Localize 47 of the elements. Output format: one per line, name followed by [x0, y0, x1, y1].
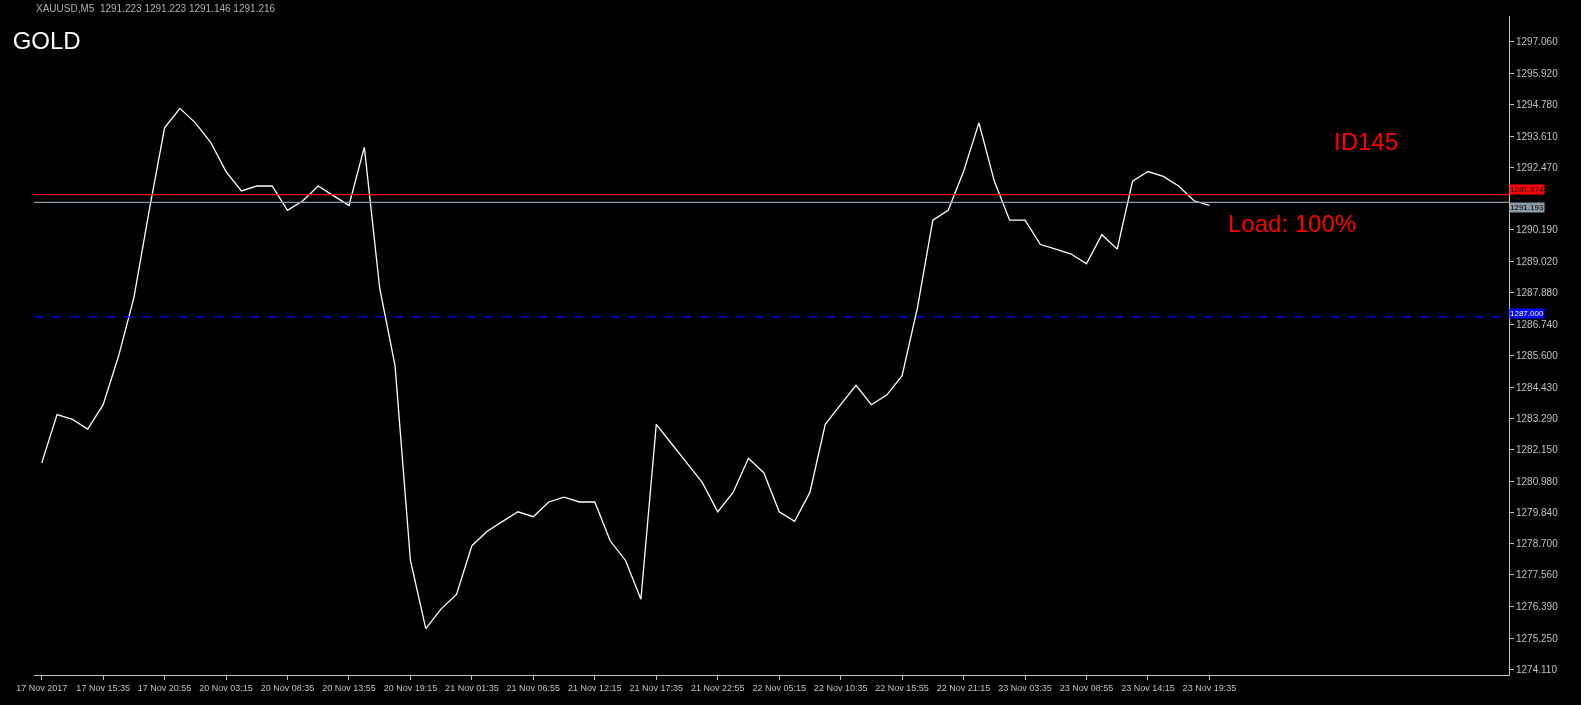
annotation: Load: 100% — [1228, 210, 1357, 237]
y-tick-label: 1276.390 — [1516, 601, 1559, 613]
x-tick-label: 21 Nov 17:35 — [629, 682, 684, 693]
x-tick-label: 22 Nov 15:55 — [875, 682, 929, 693]
ref-line-label: 1291.474 — [1510, 185, 1544, 194]
x-tick-label: 17 Nov 2017 — [16, 682, 68, 693]
y-tick-label: 1287.880 — [1516, 287, 1559, 299]
x-tick-label: 17 Nov 20:55 — [137, 682, 192, 693]
annotation: ID145 — [1334, 128, 1399, 155]
y-tick-label: 1283.290 — [1516, 412, 1559, 424]
y-tick-label: 1277.560 — [1516, 569, 1559, 581]
x-tick-label: 23 Nov 08:55 — [1059, 682, 1114, 693]
y-tick-label: 1275.250 — [1516, 632, 1559, 644]
y-tick-label: 1274.110 — [1516, 663, 1558, 675]
text: GOLD — [12, 26, 81, 54]
ref-line-label: 1291.193 — [1510, 203, 1544, 212]
y-tick-label: 1297.060 — [1516, 36, 1559, 48]
x-tick-label: 21 Nov 01:35 — [445, 682, 499, 693]
y-tick-label: 1290.190 — [1516, 224, 1559, 236]
x-tick-label: 23 Nov 14:15 — [1121, 682, 1175, 693]
ref-line-label: 1287.000 — [1510, 309, 1544, 318]
x-tick-label: 20 Nov 13:55 — [322, 682, 376, 693]
text: XAUUSD,M5 1291.223 1291.223 1291.146 1291.216 — [36, 3, 276, 14]
x-tick-label: 22 Nov 21:15 — [936, 682, 991, 693]
y-tick-label: 1280.980 — [1516, 475, 1559, 487]
x-tick-label: 20 Nov 19:15 — [383, 682, 438, 693]
x-tick-label: 23 Nov 19:35 — [1182, 682, 1237, 693]
x-tick-label: 21 Nov 22:55 — [690, 682, 745, 693]
y-tick-label: 1293.610 — [1516, 130, 1559, 142]
y-tick-label: 1282.150 — [1516, 444, 1559, 455]
y-tick-label: 1289.020 — [1516, 256, 1559, 268]
x-tick-label: 17 Nov 15:35 — [76, 682, 130, 693]
x-tick-label: 23 Nov 03:35 — [998, 682, 1052, 693]
x-tick-label: 21 Nov 06:55 — [506, 682, 561, 693]
y-tick-label: 1286.740 — [1516, 318, 1559, 330]
y-tick-label: 1292.470 — [1516, 161, 1559, 173]
x-tick-label: 20 Nov 08:35 — [260, 682, 315, 693]
y-tick-label: 1295.920 — [1516, 67, 1559, 79]
x-tick-label: 22 Nov 10:35 — [813, 682, 868, 693]
x-tick-label: 21 Nov 12:15 — [568, 682, 622, 693]
x-tick-label: 22 Nov 05:15 — [752, 682, 806, 693]
x-tick-label: 20 Nov 03:15 — [199, 682, 253, 693]
y-tick-label: 1294.780 — [1516, 98, 1559, 110]
y-tick-label: 1278.700 — [1516, 538, 1559, 550]
y-tick-label: 1285.600 — [1516, 349, 1559, 361]
y-tick-label: 1284.430 — [1516, 381, 1559, 393]
y-tick-label: 1279.840 — [1516, 507, 1559, 519]
